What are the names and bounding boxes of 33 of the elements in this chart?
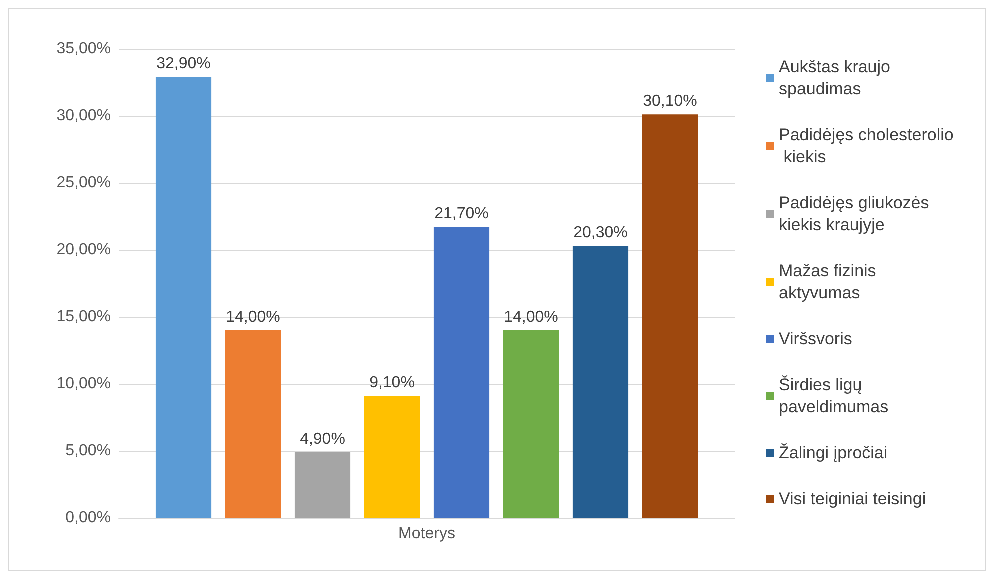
data-label: 20,30% [574, 224, 628, 242]
bar [572, 246, 629, 518]
bar [434, 227, 490, 518]
y-tick-label: 5,00% [66, 442, 111, 460]
bar [364, 396, 420, 518]
bar [294, 452, 351, 518]
legend-label: Širdies ligų paveldimumas [779, 376, 889, 416]
bar [156, 77, 212, 518]
y-tick-label: 20,00% [56, 242, 111, 258]
data-label: 4,90% [300, 430, 346, 448]
data-label: 30,10% [643, 93, 698, 110]
bar [225, 330, 282, 518]
legend-label: Visi teiginiai teisingi [779, 490, 926, 508]
data-label: 14,00% [504, 308, 558, 326]
legend-label: Žalingi įpročiai [779, 444, 888, 462]
data-label: 9,10% [370, 374, 415, 392]
y-tick-label: 0,00% [66, 510, 111, 526]
data-label: 14,00% [226, 308, 280, 326]
y-tick-label: 15,00% [56, 308, 111, 326]
x-tick-label: Moterys [398, 526, 456, 542]
bar [642, 114, 698, 518]
y-tick-label: 10,00% [56, 376, 111, 392]
y-tick-label: 35,00% [56, 40, 111, 58]
legend-label: Mažas fizinis aktyvumas [779, 262, 882, 302]
bar [503, 330, 560, 518]
y-tick-label: 30,00% [56, 108, 111, 124]
legend-label: Padidėjęs cholesterolio kiekis [779, 126, 954, 166]
data-label: 32,90% [156, 56, 211, 73]
legend-label: Viršsvoris [779, 330, 852, 348]
data-label: 21,70% [434, 206, 489, 223]
legend-label: Aukštas kraujo spaudimas [779, 58, 896, 98]
legend-label: Padidėjęs gliukozės kiekis kraujyje [779, 194, 934, 234]
y-tick-label: 25,00% [56, 174, 111, 192]
